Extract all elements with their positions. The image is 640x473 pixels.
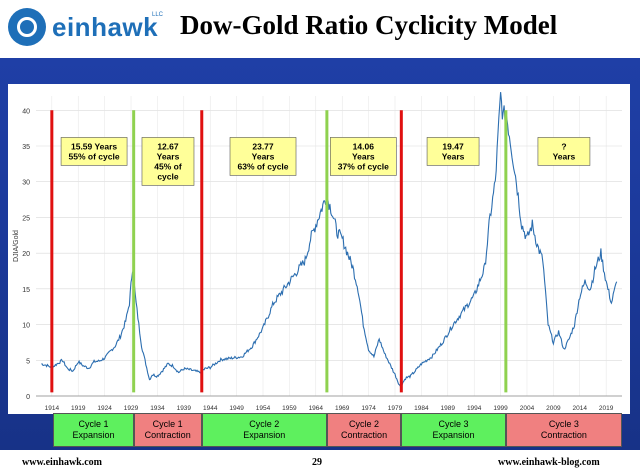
y-tick-label: 20 xyxy=(22,251,30,258)
x-tick-label: 1929 xyxy=(124,405,139,412)
cycle-annotation-text: 19.47 xyxy=(442,141,464,151)
cycle-annotation-box xyxy=(330,137,397,176)
x-tick-label: 1964 xyxy=(309,405,324,412)
y-tick-label: 10 xyxy=(22,323,30,330)
y-tick-label: 35 xyxy=(22,144,30,151)
logo-text: einhawk xyxy=(52,12,159,42)
y-tick-label: 40 xyxy=(22,108,30,115)
x-tick-label: 1989 xyxy=(441,405,456,412)
page-number: 29 xyxy=(312,457,322,468)
cycle-annotation-text: Years xyxy=(442,151,465,161)
einhawk-logo: einhawk LLC xyxy=(8,6,168,48)
phase-label-line: Expansion xyxy=(72,430,115,440)
slide-header: einhawk LLC Dow-Gold Ratio Cyclicity Mod… xyxy=(0,0,640,56)
cycle-annotation-text: 12.67 xyxy=(157,141,179,151)
y-axis-label: DJIA/Gold xyxy=(13,230,20,262)
cycle-annotation-text: 63% of cycle xyxy=(237,161,288,171)
phase-expansion: Cycle 3 Expansion xyxy=(401,413,506,447)
x-tick-label: 1914 xyxy=(45,405,60,412)
cycle-annotation-text: ? xyxy=(561,141,566,151)
phase-label-line: Contraction xyxy=(144,430,191,440)
x-tick-label: 1924 xyxy=(97,405,112,412)
x-tick-label: 1949 xyxy=(229,405,244,412)
footer-left-url: www.einhawk.com xyxy=(22,457,103,468)
x-tick-label: 1954 xyxy=(256,405,271,412)
logo-llc: LLC xyxy=(152,12,164,18)
y-tick-label: 0 xyxy=(26,394,30,401)
y-tick-label: 30 xyxy=(22,180,30,187)
phase-expansion: Cycle 2 Expansion xyxy=(201,413,327,447)
cycle-annotation-text: 55% of cycle xyxy=(69,151,120,161)
cycle-annotation-box xyxy=(537,137,591,166)
phase-label-line: Expansion xyxy=(432,430,475,440)
page-title: Dow-Gold Ratio Cyclicity Model xyxy=(180,10,558,40)
x-tick-label: 1919 xyxy=(71,405,86,412)
phase-label-line: Cycle 1 xyxy=(78,419,109,429)
cycle-annotation-text: 14.06 xyxy=(353,141,375,151)
x-tick-label: 2004 xyxy=(520,405,535,412)
cycle-annotation-box xyxy=(426,137,480,166)
cycle-annotation-text: cycle xyxy=(157,171,179,181)
y-tick-label: 25 xyxy=(22,215,30,222)
cycle-annotation-text: Years xyxy=(157,151,180,161)
phase-label-line: Cycle 3 xyxy=(438,419,469,429)
phase-expansion: Cycle 1 Expansion xyxy=(53,413,134,447)
phase-contraction: Cycle 1 Contraction xyxy=(133,413,202,447)
cycle-annotation-text: Years xyxy=(352,151,375,161)
cycle-annotation-text: 37% of cycle xyxy=(338,161,389,171)
phase-label-line: Cycle 2 xyxy=(349,419,380,429)
y-tick-label: 15 xyxy=(22,287,30,294)
x-tick-label: 1994 xyxy=(467,405,482,412)
x-tick-label: 1979 xyxy=(388,405,403,412)
x-tick-label: 1939 xyxy=(177,405,192,412)
cycle-annotation-text: 45% of xyxy=(154,161,182,171)
x-tick-label: 1999 xyxy=(493,405,508,412)
cycle-annotation-text: 15.59 Years xyxy=(71,141,117,151)
cycle-annotation-box xyxy=(141,137,195,186)
phase-label-line: Expansion xyxy=(243,430,286,440)
cycle-annotation-text: Years xyxy=(553,151,576,161)
cycle-annotation-box xyxy=(60,137,128,166)
cycle-annotation-box xyxy=(229,137,297,176)
phase-label-line: Cycle 3 xyxy=(548,419,579,429)
phase-label-line: Cycle 1 xyxy=(152,419,183,429)
x-tick-label: 2014 xyxy=(573,405,588,412)
phase-contraction: Cycle 2 Contraction xyxy=(326,413,402,447)
x-tick-label: 1984 xyxy=(414,405,429,412)
x-tick-label: 2009 xyxy=(546,405,561,412)
cycle-annotation-text: 23.77 xyxy=(252,141,274,151)
x-tick-label: 1944 xyxy=(203,405,218,412)
x-tick-label: 1974 xyxy=(361,405,376,412)
y-tick-label: 5 xyxy=(26,358,30,365)
slide-footer: www.einhawk.com 29 www.einhawk-blog.com xyxy=(0,450,640,473)
cycle-annotation-text: Years xyxy=(252,151,275,161)
footer-right-url: www.einhawk-blog.com xyxy=(498,457,600,468)
phase-label-line: Cycle 2 xyxy=(249,419,280,429)
x-tick-label: 1934 xyxy=(150,405,165,412)
x-tick-label: 2019 xyxy=(599,405,614,412)
x-tick-label: 1969 xyxy=(335,405,350,412)
cycle-phase-row: Cycle 1 Expansion Cycle 1 Contraction Cycle … xyxy=(53,413,622,447)
dow-gold-series-line xyxy=(41,92,618,387)
x-tick-label: 1959 xyxy=(282,405,297,412)
logo-emblem-icon xyxy=(8,8,46,46)
phase-label-line: Contraction xyxy=(341,430,388,440)
phase-label-line: Contraction xyxy=(540,430,587,440)
phase-contraction: Cycle 3 Contraction xyxy=(505,413,622,447)
